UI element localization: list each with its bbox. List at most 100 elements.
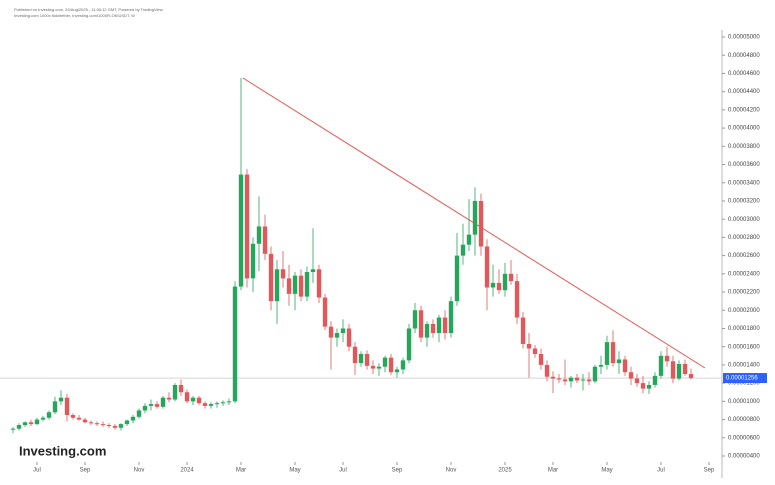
candle-body (562, 379, 568, 382)
y-tick-label: 0.00002600 (728, 253, 760, 259)
candle-body (82, 419, 88, 423)
candle-body (118, 424, 124, 428)
y-tick-label: 0.00004600 (728, 71, 760, 77)
candle-body (466, 234, 472, 245)
candle-body (532, 348, 538, 354)
candle-body (670, 361, 676, 379)
x-tick-label: Sep (392, 468, 403, 474)
candle-body (64, 397, 70, 416)
x-tick-label: 2025 (498, 468, 512, 474)
candle-body (406, 328, 412, 361)
candle-body (376, 366, 382, 369)
y-tick-label: 0.00005000 (728, 35, 760, 41)
candle-body (484, 246, 490, 288)
candle-body (208, 404, 214, 406)
candle-body (274, 269, 280, 302)
y-tick-label: 0.00003200 (728, 199, 760, 205)
candle-body (154, 404, 160, 407)
candle-body (544, 364, 550, 377)
candle-body (70, 415, 76, 418)
candle-body (220, 402, 226, 404)
candle-body (226, 401, 232, 403)
candle-body (574, 377, 580, 381)
y-tick-label: 0.00002000 (728, 308, 760, 314)
candle-body (244, 174, 250, 279)
candle-body (94, 423, 100, 425)
candle-body (388, 357, 394, 373)
y-tick-label: 0.00001200 (728, 381, 760, 387)
candle-body (646, 384, 652, 389)
candle-body (454, 255, 460, 302)
candle-body (394, 369, 400, 373)
candle-body (112, 425, 118, 428)
candle-body (568, 377, 574, 382)
candle-body (40, 417, 46, 420)
candle-body (652, 375, 658, 385)
y-tick-label: 0.00001400 (728, 362, 760, 368)
candle-body (586, 379, 592, 382)
candle-body (364, 353, 370, 366)
candle-body (136, 410, 142, 417)
candle-body (124, 420, 130, 425)
candle-body (46, 412, 52, 418)
y-tick-label: 0.00000600 (728, 435, 760, 441)
candle-body (28, 422, 34, 425)
candle-body (634, 378, 640, 384)
candle-body (130, 416, 136, 421)
candle-body (298, 275, 304, 297)
candle-body (286, 278, 292, 294)
header-line: Published on Investing.com, 29/Aug/2025 … (14, 7, 164, 12)
candle-body (334, 333, 340, 338)
candle-body (358, 353, 364, 364)
candle-body (472, 200, 478, 235)
candle-body (592, 366, 598, 382)
candle-body (628, 372, 634, 379)
y-tick-label: 0.00003000 (728, 217, 760, 223)
candle-body (514, 281, 520, 318)
candle-body (10, 428, 16, 430)
candle-body (304, 272, 310, 297)
x-tick-label: Jul (33, 468, 41, 474)
candle-body (598, 364, 604, 367)
y-tick-label: 0.00001600 (728, 344, 760, 350)
x-tick-label: Jul (339, 468, 347, 474)
candle-body (250, 243, 256, 279)
candle-body (238, 174, 244, 287)
candle-body (148, 404, 154, 406)
header-line: Investing.com 1000x floki/tether, Invest… (14, 13, 135, 18)
candle-body (418, 310, 424, 338)
candle-body (610, 342, 616, 364)
candle-body (556, 378, 562, 380)
candle-body (166, 397, 172, 400)
x-tick-label: Nov (134, 468, 145, 474)
y-tick-label: 0.00002400 (728, 271, 760, 277)
candle-body (382, 357, 388, 367)
price-label-box (723, 373, 767, 384)
candle-body (478, 200, 484, 247)
candle-body (688, 374, 694, 379)
candle-body (196, 397, 202, 404)
y-tick-label: 0.00003600 (728, 162, 760, 168)
candle-body (100, 424, 106, 426)
y-tick-label: 0.00004000 (728, 126, 760, 132)
candle-body (340, 328, 346, 334)
candle-body (214, 403, 220, 405)
candle-body (280, 269, 286, 279)
candle-body (316, 269, 322, 298)
candle-body (664, 355, 670, 362)
y-tick-label: 0.00001000 (728, 399, 760, 405)
candle-body (292, 275, 298, 294)
candle-body (682, 364, 688, 375)
x-tick-label: May (601, 468, 612, 474)
candle-body (622, 359, 628, 373)
candle-body (640, 383, 646, 389)
candle-body (160, 397, 166, 407)
price-label: 0.00001256 (726, 376, 758, 382)
candle-body (262, 226, 268, 254)
y-tick-label: 0.00004400 (728, 89, 760, 95)
candle-body (520, 317, 526, 344)
candle-body (310, 269, 316, 273)
y-tick-label: 0.00003400 (728, 180, 760, 186)
candle-body (400, 360, 406, 370)
